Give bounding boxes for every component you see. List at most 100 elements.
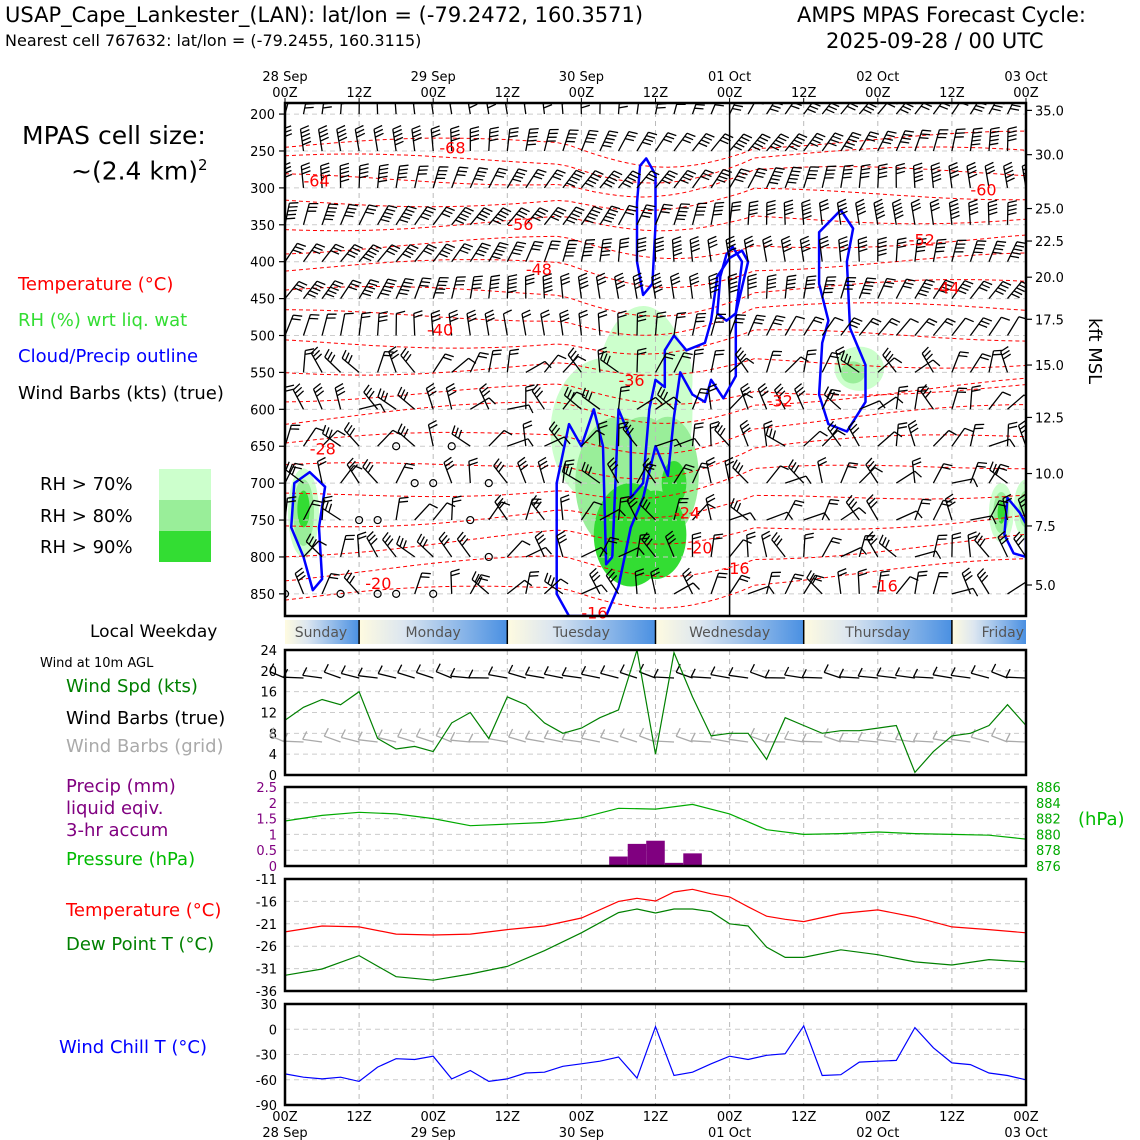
wind-barb bbox=[581, 584, 608, 595]
wind-barb bbox=[432, 276, 449, 299]
wind-barb bbox=[1006, 316, 1026, 336]
wind-barb bbox=[414, 243, 437, 263]
surface-wind-barb bbox=[894, 667, 915, 679]
wind-barb bbox=[580, 429, 605, 447]
legend-rh: RH (%) wrt liq. wat bbox=[18, 310, 188, 331]
wind-barb bbox=[543, 169, 566, 189]
wind-barb bbox=[589, 567, 601, 595]
top-date-label: 01 Oct bbox=[708, 70, 751, 85]
wind-barb bbox=[562, 239, 578, 262]
wind-barb bbox=[1006, 126, 1017, 152]
wind-barb bbox=[543, 128, 559, 152]
isotherm-line bbox=[285, 514, 1026, 558]
wind-barb bbox=[506, 274, 518, 299]
isotherm-label: -64 bbox=[304, 172, 330, 191]
wind-barb bbox=[303, 540, 327, 558]
wind-barb bbox=[969, 317, 993, 336]
wind-barb bbox=[469, 397, 496, 410]
wind-barb bbox=[302, 499, 323, 521]
wind-speed-panel-tick-label: 20 bbox=[260, 665, 277, 680]
wind-barb bbox=[294, 567, 306, 595]
weekday-segment bbox=[507, 620, 656, 644]
pressure-tick-label: 550 bbox=[250, 366, 275, 381]
precip-panel-tick-label: 0.5 bbox=[256, 844, 277, 859]
windchill-panel-tick-label: -90 bbox=[256, 1099, 277, 1114]
wind-barb bbox=[877, 236, 887, 262]
wind-barb bbox=[710, 533, 724, 557]
wind-barb bbox=[626, 493, 638, 521]
isotherm-line bbox=[285, 494, 1026, 528]
wind-barb bbox=[617, 130, 638, 152]
wind-barb bbox=[877, 570, 890, 594]
wind-barb bbox=[747, 200, 759, 225]
wind-barb bbox=[914, 318, 938, 336]
wind-barb bbox=[784, 274, 797, 299]
wind-barb bbox=[522, 420, 533, 447]
wind-barb bbox=[502, 309, 512, 336]
wind-barb bbox=[780, 235, 792, 262]
isotherm-label: -60 bbox=[970, 180, 996, 199]
wind-barb bbox=[413, 310, 423, 336]
wind-barb bbox=[531, 383, 545, 410]
wind-barb bbox=[988, 103, 1005, 115]
wind-barb bbox=[525, 168, 547, 189]
top-hour-label: 00Z bbox=[272, 86, 298, 101]
isotherm-line bbox=[285, 558, 1026, 609]
wind-barb bbox=[710, 201, 725, 225]
wind-barb bbox=[765, 426, 786, 447]
surface-wind-barb bbox=[269, 727, 286, 743]
wind-barb bbox=[951, 478, 979, 488]
bottom-hour-label: 00Z bbox=[1013, 1110, 1039, 1125]
surface-wind-barb bbox=[991, 663, 1008, 679]
wind-barb bbox=[803, 103, 823, 115]
surface-wind-barb bbox=[302, 731, 323, 743]
wind-barb bbox=[432, 243, 456, 263]
wind-barb bbox=[762, 235, 773, 262]
wind-barb bbox=[397, 386, 416, 410]
wind-barb bbox=[1013, 531, 1026, 558]
wind-barb bbox=[493, 458, 508, 484]
height-tick-label: 10.0 bbox=[1035, 468, 1064, 483]
rh80-swatch bbox=[159, 500, 211, 531]
pressure-label: Pressure (hPa) bbox=[66, 849, 196, 870]
temperature-panel-tick-label: -36 bbox=[256, 985, 277, 1000]
surface-wind-barb bbox=[524, 730, 545, 743]
wind-barb bbox=[921, 346, 934, 373]
pressure-tick-label: 350 bbox=[250, 219, 275, 234]
wind-barb bbox=[560, 494, 570, 521]
isotherm-line bbox=[285, 377, 1026, 425]
wind-barb bbox=[599, 130, 619, 152]
wind-barb bbox=[411, 125, 422, 152]
surface-wind-barb bbox=[801, 669, 823, 679]
wind-barb bbox=[689, 272, 700, 299]
cloud-outline bbox=[555, 249, 750, 616]
wind-barb bbox=[414, 277, 432, 299]
bottom-date-label: 28 Sep bbox=[262, 1126, 307, 1140]
windchill-panel-frame bbox=[283, 1002, 1028, 1107]
wind-barb bbox=[997, 530, 1009, 558]
surface-wind-barb bbox=[932, 730, 953, 743]
wind-barb bbox=[969, 385, 981, 410]
lower-panels: 0481216202400.511.522.587687888088288488… bbox=[256, 644, 1061, 1114]
wind-barb bbox=[299, 125, 312, 152]
wind-barb bbox=[432, 206, 455, 226]
wind-barb bbox=[692, 503, 716, 521]
wind-barb bbox=[929, 198, 940, 225]
surface-wind-barb bbox=[912, 668, 934, 679]
wind-barb bbox=[743, 235, 755, 262]
wind-barb bbox=[395, 496, 409, 521]
wind-barb bbox=[895, 385, 909, 410]
wind-barb bbox=[397, 423, 416, 447]
bottom-hour-label: 12Z bbox=[791, 1110, 817, 1125]
top-hour-label: 00Z bbox=[569, 86, 595, 101]
wind-barb bbox=[358, 244, 382, 263]
wind-barb bbox=[339, 203, 358, 226]
weekday-segment bbox=[803, 620, 952, 644]
wind-barb bbox=[657, 386, 675, 410]
wind-speed-panel-frame bbox=[283, 648, 1028, 777]
wind-barb bbox=[562, 391, 586, 410]
temperature-panel-tick-label: -26 bbox=[256, 940, 277, 955]
wind-barb bbox=[432, 353, 454, 373]
top-hour-label: 12Z bbox=[791, 86, 817, 101]
wind-panel-title: Wind at 10m AGL bbox=[40, 656, 154, 671]
